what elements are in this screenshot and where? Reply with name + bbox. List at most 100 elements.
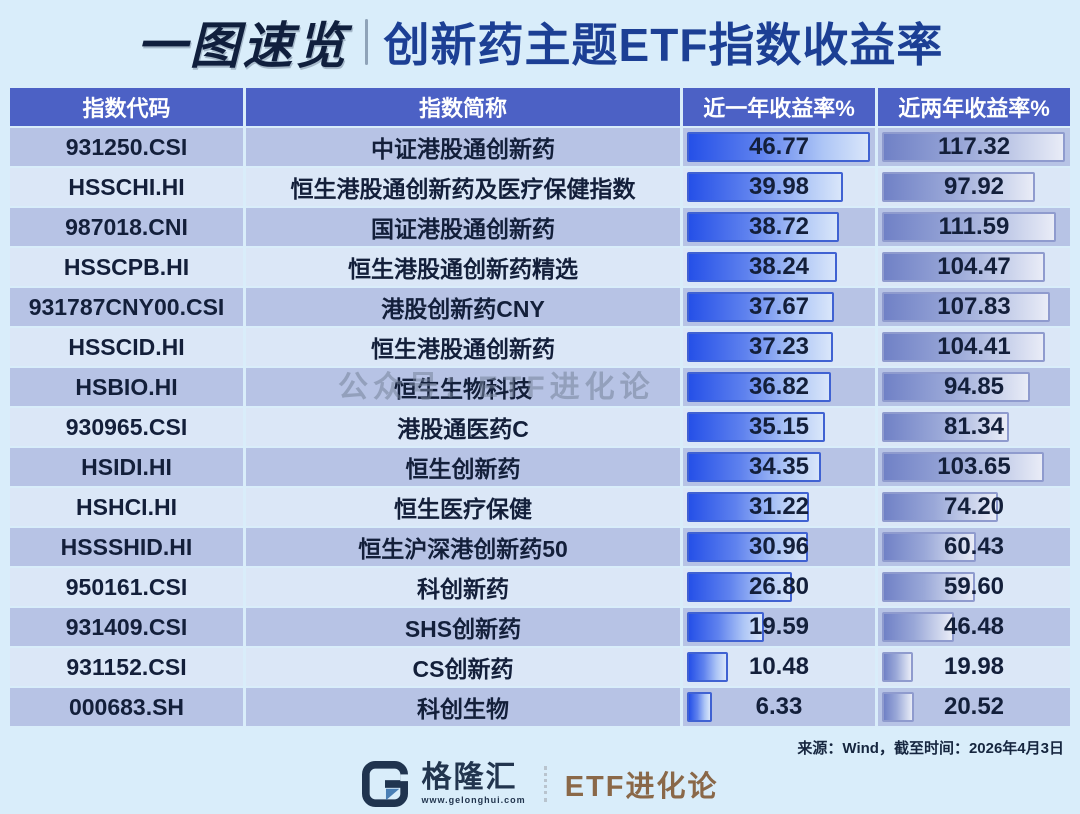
- return-1y-bar: [687, 292, 835, 322]
- return-2y-bar: [882, 212, 1057, 242]
- return-1y-cell: 35.15: [683, 408, 875, 446]
- return-1y-cell: 36.82: [683, 368, 875, 406]
- return-2y-value: 107.83: [937, 293, 1011, 320]
- return-2y-cell: 107.83: [878, 288, 1070, 326]
- return-2y-value: 97.92: [943, 173, 1005, 200]
- brand-name: 格隆汇: [421, 761, 518, 794]
- return-1y-bar: [687, 412, 825, 442]
- return-1y-value: 38.72: [748, 213, 810, 240]
- index-name-cell: 恒生生物科技: [246, 368, 680, 406]
- table-row: 931250.CSI 中证港股通创新药 46.77 117.32: [10, 128, 1070, 166]
- return-1y-bar-track: [687, 572, 870, 602]
- return-2y-bar-track: [882, 372, 1065, 402]
- table-body: 931250.CSI 中证港股通创新药 46.77 117.32 HSSCHI.HI 恒生…: [10, 128, 1070, 726]
- return-2y-value: 104.41: [937, 333, 1011, 360]
- return-1y-bar: [687, 692, 712, 722]
- return-2y-bar-track: [882, 572, 1065, 602]
- return-2y-value: 60.43: [943, 533, 1005, 560]
- return-1y-bar: [687, 332, 833, 362]
- return-2y-bar: [882, 452, 1044, 482]
- return-2y-value: 111.59: [938, 213, 1010, 240]
- return-2y-cell: 117.32: [878, 128, 1070, 166]
- index-code-cell: 930965.CSI: [10, 408, 243, 446]
- return-1y-bar: [687, 492, 810, 522]
- index-name-cell: 国证港股通创新药: [246, 208, 680, 246]
- return-2y-bar-track: [882, 412, 1065, 442]
- index-code-cell: 931787CNY00.CSI: [10, 288, 243, 326]
- return-1y-value: 19.59: [748, 613, 810, 640]
- return-1y-bar-track: [687, 532, 870, 562]
- index-name-cell: 恒生港股通创新药及医疗保健指数: [246, 168, 680, 206]
- index-name-cell: CS创新药: [246, 648, 680, 686]
- return-1y-value: 10.48: [748, 653, 810, 680]
- return-2y-value: 103.65: [937, 453, 1011, 480]
- return-2y-cell: 81.34: [878, 408, 1070, 446]
- return-2y-bar: [882, 132, 1065, 162]
- return-2y-bar: [882, 172, 1035, 202]
- index-name-cell: 科创生物: [246, 688, 680, 726]
- return-2y-value: 81.34: [943, 413, 1005, 440]
- index-name-cell: SHS创新药: [246, 608, 680, 646]
- table-row: HSSCPB.HI 恒生港股通创新药精选 38.24 104.47: [10, 248, 1070, 286]
- return-2y-cell: 59.60: [878, 568, 1070, 606]
- return-1y-value: 39.98: [748, 173, 810, 200]
- return-2y-value: 104.47: [937, 253, 1011, 280]
- return-2y-value: 117.32: [937, 133, 1011, 160]
- return-1y-value: 38.24: [748, 253, 810, 280]
- return-1y-value: 37.23: [748, 333, 810, 360]
- index-name-cell: 恒生创新药: [246, 448, 680, 486]
- return-1y-bar-track: [687, 412, 870, 442]
- return-2y-cell: 46.48: [878, 608, 1070, 646]
- return-1y-bar: [687, 452, 822, 482]
- return-2y-bar-track: [882, 252, 1065, 282]
- return-1y-bar: [687, 652, 728, 682]
- return-2y-bar-track: [882, 452, 1065, 482]
- return-1y-value: 34.35: [748, 453, 810, 480]
- return-1y-bar-track: [687, 172, 870, 202]
- sub-brand-name: ETF进化论: [564, 771, 719, 803]
- title-tag: 一图速览: [136, 18, 349, 74]
- return-2y-bar-track: [882, 492, 1065, 522]
- return-1y-bar: [687, 612, 764, 642]
- return-2y-bar-track: [882, 172, 1065, 202]
- return-1y-cell: 19.59: [683, 608, 875, 646]
- return-2y-bar: [882, 412, 1009, 442]
- return-2y-value: 46.48: [943, 613, 1005, 640]
- return-1y-bar-track: [687, 692, 870, 722]
- return-1y-cell: 37.23: [683, 328, 875, 366]
- column-header-1y-return: 近一年收益率%: [683, 88, 875, 126]
- data-source-note: 来源：Wind，截至时间：2026年4月3日: [797, 740, 1064, 757]
- return-1y-bar-track: [687, 332, 870, 362]
- return-1y-cell: 31.22: [683, 488, 875, 526]
- table-row: HSHCI.HI 恒生医疗保健 31.22 74.20: [10, 488, 1070, 526]
- return-2y-bar-track: [882, 612, 1065, 642]
- return-2y-bar: [882, 252, 1045, 282]
- footer-brand-bar: 格隆汇 www.gelonghui.com ETF进化论: [0, 758, 1080, 810]
- return-1y-bar-track: [687, 492, 870, 522]
- table-row: HSBIO.HI 恒生生物科技 36.82 94.85: [10, 368, 1070, 406]
- return-1y-cell: 10.48: [683, 648, 875, 686]
- return-2y-bar: [882, 332, 1045, 362]
- return-1y-bar: [687, 132, 870, 162]
- return-2y-bar-track: [882, 212, 1065, 242]
- return-1y-bar: [687, 172, 844, 202]
- return-1y-cell: 30.96: [683, 528, 875, 566]
- return-1y-bar-track: [687, 132, 870, 162]
- index-code-cell: HSBIO.HI: [10, 368, 243, 406]
- return-1y-value: 37.67: [748, 293, 810, 320]
- table-row: HSSSHID.HI 恒生沪深港创新药50 30.96 60.43: [10, 528, 1070, 566]
- return-2y-bar: [882, 572, 975, 602]
- table-row: 987018.CNI 国证港股通创新药 38.72 111.59: [10, 208, 1070, 246]
- table-row: 931152.CSI CS创新药 10.48 19.98: [10, 648, 1070, 686]
- index-name-cell: 恒生医疗保健: [246, 488, 680, 526]
- return-2y-cell: 111.59: [878, 208, 1070, 246]
- return-2y-value: 94.85: [943, 373, 1005, 400]
- return-2y-bar: [882, 532, 977, 562]
- return-1y-bar: [687, 212, 839, 242]
- index-code-cell: 987018.CNI: [10, 208, 243, 246]
- table-header-row: 指数代码 指数简称 近一年收益率% 近两年收益率%: [10, 88, 1070, 126]
- return-1y-value: 35.15: [748, 413, 810, 440]
- brand-url: www.gelonghui.com: [421, 795, 526, 805]
- return-1y-bar-track: [687, 652, 870, 682]
- table-row: 950161.CSI 科创新药 26.80 59.60: [10, 568, 1070, 606]
